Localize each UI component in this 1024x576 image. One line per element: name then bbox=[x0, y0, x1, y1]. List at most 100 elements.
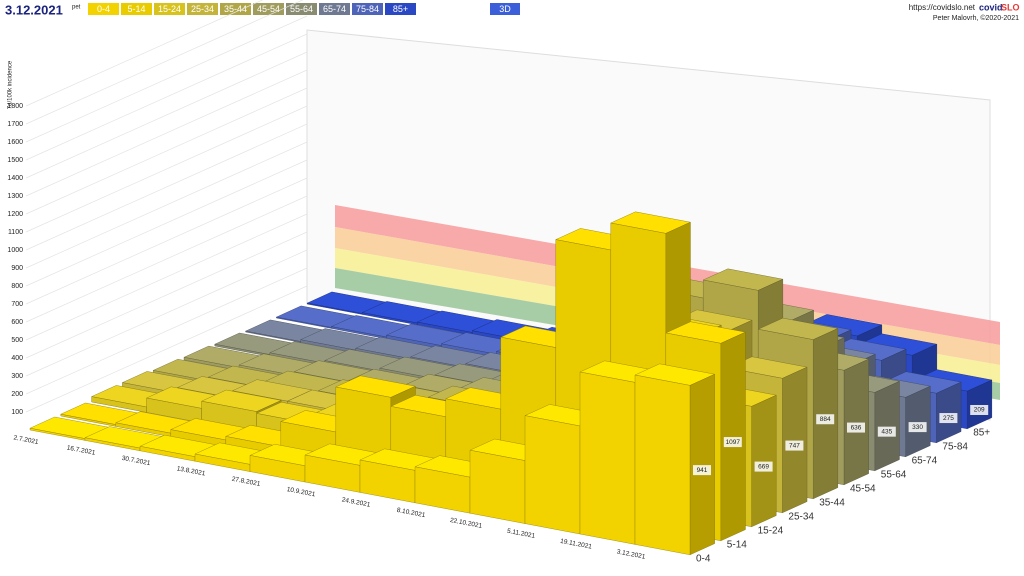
bar-side bbox=[751, 394, 777, 528]
bar-front bbox=[524, 415, 581, 535]
grid-line bbox=[25, 195, 308, 323]
value-label: 209 bbox=[974, 407, 985, 414]
value-label: 330 bbox=[912, 424, 923, 431]
legend-swatch bbox=[121, 3, 152, 15]
y-tick-label: 1500 bbox=[7, 157, 23, 164]
y-tick-label: 1400 bbox=[7, 175, 23, 182]
brand-b: SLO bbox=[1001, 2, 1020, 12]
value-label: 669 bbox=[758, 463, 769, 470]
legend-label: 35-44 bbox=[224, 4, 247, 14]
grid-line bbox=[25, 33, 308, 161]
bar-front bbox=[469, 449, 526, 524]
depth-label: 45-54 bbox=[850, 483, 876, 494]
value-label-box bbox=[939, 413, 958, 424]
depth-label: 75-84 bbox=[942, 441, 968, 452]
x-tick-label: 2.7.2021 bbox=[13, 434, 40, 446]
grid-line bbox=[25, 87, 308, 215]
legend-label: 25-34 bbox=[191, 4, 214, 14]
legend-swatch bbox=[319, 3, 350, 15]
bar-side bbox=[843, 358, 869, 486]
bar-side bbox=[689, 373, 715, 556]
legend-label: 5-14 bbox=[127, 4, 145, 14]
grid-line bbox=[25, 69, 308, 197]
y-tick-label: 300 bbox=[11, 373, 23, 380]
value-label-box bbox=[754, 461, 773, 472]
bar-side bbox=[905, 385, 931, 458]
depth-label: 5-14 bbox=[727, 539, 747, 550]
bar-side bbox=[813, 328, 839, 500]
y-tick-label: 400 bbox=[11, 355, 23, 362]
y-tick-label: 1000 bbox=[7, 247, 23, 254]
y-tick-label: 900 bbox=[11, 265, 23, 272]
depth-label: 35-44 bbox=[819, 497, 845, 508]
grid-line bbox=[25, 51, 308, 179]
y-tick-label: 1600 bbox=[7, 139, 23, 146]
value-label-box bbox=[908, 422, 927, 433]
y-tick-label: 500 bbox=[11, 337, 23, 344]
grid-line bbox=[25, 267, 308, 395]
depth-label: 65-74 bbox=[912, 455, 938, 466]
legend-swatch bbox=[154, 3, 185, 15]
legend-label: 45-54 bbox=[257, 4, 280, 14]
legend-label: 15-24 bbox=[158, 4, 181, 14]
bar-side bbox=[874, 380, 900, 472]
value-label: 1097 bbox=[726, 439, 741, 446]
author: Peter Malovrh, ©2020-2021 bbox=[933, 14, 1019, 22]
legend-swatch bbox=[385, 3, 416, 15]
view-button[interactable] bbox=[490, 3, 520, 15]
legend-swatch bbox=[88, 3, 119, 15]
view-button-label[interactable]: 3D bbox=[499, 4, 511, 14]
legend-label: 55-64 bbox=[290, 4, 313, 14]
y-tick-label: 100 bbox=[11, 409, 23, 416]
y-tick-label: 200 bbox=[11, 391, 23, 398]
depth-label: 55-64 bbox=[881, 469, 907, 480]
url[interactable]: https://covidslo.net bbox=[909, 3, 976, 12]
depth-label: 25-34 bbox=[788, 511, 814, 522]
value-label-box bbox=[785, 440, 804, 451]
grid-line bbox=[25, 177, 308, 305]
value-label-box bbox=[847, 422, 865, 433]
depth-label: 15-24 bbox=[758, 525, 784, 536]
value-label-box bbox=[877, 426, 896, 437]
legend-label: 75-84 bbox=[356, 4, 379, 14]
date: 3.12.2021 bbox=[5, 2, 63, 17]
legend-swatch bbox=[286, 3, 317, 15]
y-axis-label: 7d/100k incidence bbox=[8, 60, 14, 109]
value-label-box bbox=[970, 404, 989, 415]
value-label: 275 bbox=[943, 415, 954, 422]
y-tick-label: 800 bbox=[11, 283, 23, 290]
value-label: 435 bbox=[881, 428, 892, 435]
weekday: pet bbox=[72, 5, 81, 11]
grid-line bbox=[25, 249, 308, 377]
y-tick-label: 1200 bbox=[7, 211, 23, 218]
bar-front bbox=[634, 374, 691, 556]
value-label: 941 bbox=[697, 467, 708, 474]
y-tick-label: 1800 bbox=[7, 103, 23, 110]
bar-front bbox=[579, 371, 636, 545]
y-tick-label: 700 bbox=[11, 301, 23, 308]
legend-swatch bbox=[187, 3, 218, 15]
depth-label: 85+ bbox=[973, 427, 990, 438]
legend-swatch bbox=[352, 3, 383, 15]
grid-line bbox=[25, 123, 308, 251]
legend-label: 85+ bbox=[393, 4, 408, 14]
grid-line bbox=[25, 0, 304, 125]
grid-line bbox=[25, 231, 308, 359]
value-label-box bbox=[723, 437, 742, 448]
bar bbox=[634, 363, 716, 556]
y-tick-label: 600 bbox=[11, 319, 23, 326]
brand-a: covid bbox=[979, 2, 1003, 12]
grid-line bbox=[25, 213, 308, 341]
y-tick-label: 1100 bbox=[8, 229, 23, 236]
legend-label: 65-74 bbox=[323, 4, 346, 14]
legend-swatch bbox=[220, 3, 251, 15]
grid-line bbox=[25, 15, 308, 143]
bar-side bbox=[720, 331, 746, 542]
grid-line bbox=[25, 141, 308, 269]
grid-line bbox=[25, 0, 264, 107]
depth-label: 0-4 bbox=[696, 553, 711, 564]
value-label-box bbox=[693, 465, 711, 476]
grid-line bbox=[25, 105, 308, 233]
value-label: 884 bbox=[820, 416, 831, 423]
